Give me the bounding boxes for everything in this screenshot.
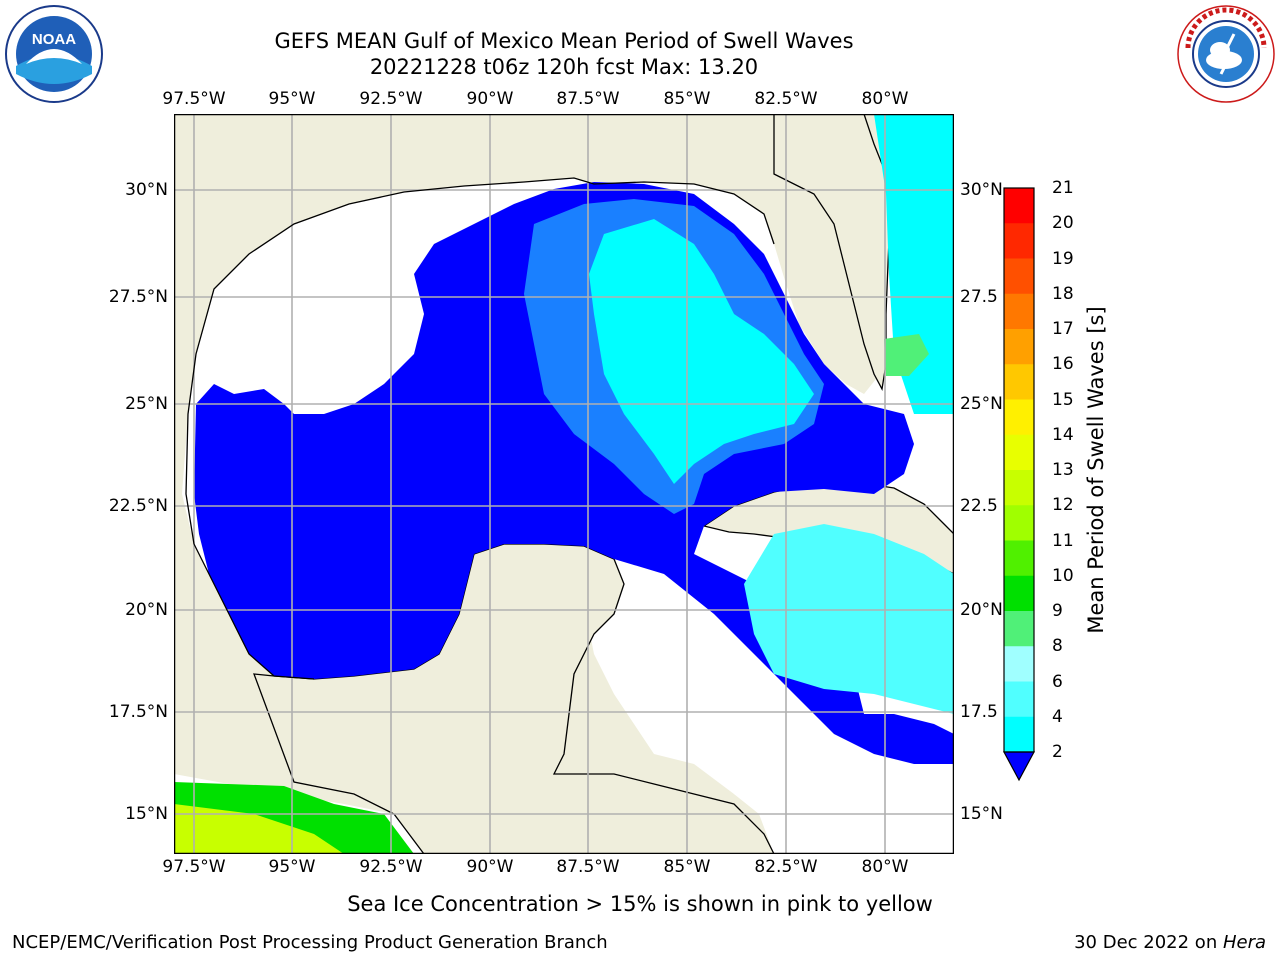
colorbar-tick-label: 6	[1052, 671, 1063, 692]
colorbar-band	[1004, 575, 1034, 612]
lon-label-bottom: 92.5°W	[359, 857, 423, 877]
colorbar-tick-label: 10	[1052, 565, 1074, 586]
lat-label-left: 17.5°N	[108, 702, 168, 722]
lon-label-top: 92.5°W	[359, 89, 423, 109]
lon-label-top: 97.5°W	[162, 89, 226, 109]
lat-label-right: 22.5	[960, 496, 998, 516]
colorbar-band	[1004, 258, 1034, 295]
yucatan-land	[253, 543, 775, 854]
colorbar-tick-label: 9	[1052, 601, 1063, 621]
colorbar-band	[1004, 223, 1034, 259]
colorbar-band	[1004, 611, 1034, 647]
wave-field-green	[884, 334, 929, 376]
noaa-logo-icon: NOAA	[4, 4, 104, 104]
colorbar-band	[1004, 364, 1034, 400]
lon-label-bottom: 97.5°W	[162, 857, 226, 877]
colorbar-tick-label: 12	[1052, 495, 1074, 516]
map-grid	[174, 114, 954, 854]
lon-label-top: 80°W	[861, 89, 909, 109]
footer-right: 30 Dec 2022 on Hera	[1074, 932, 1266, 954]
lat-label-left: 30°N	[125, 180, 168, 200]
colorbar-label: Mean Period of Swell Waves [s]	[1084, 306, 1108, 634]
lon-label-top: 85°W	[663, 89, 711, 109]
footer-date: 30 Dec 2022 on	[1074, 932, 1223, 953]
colorbar-band	[1004, 434, 1034, 471]
lat-label-left: 25°N	[125, 394, 168, 414]
map-panel	[174, 114, 954, 854]
chart-title: GEFS MEAN Gulf of Mexico Mean Period of …	[274, 29, 854, 53]
colorbar-band	[1004, 293, 1034, 330]
colorbar-band	[1004, 646, 1034, 682]
colorbar-extend-arrow	[1002, 751, 1036, 782]
lon-label-bottom: 82.5°W	[754, 857, 818, 877]
colorbar-tick-label: 4	[1052, 706, 1063, 727]
colorbar-tick-label: 17	[1052, 319, 1074, 339]
sea-ice-caption: Sea Ice Concentration > 15% is shown in …	[347, 892, 933, 916]
colorbar-tick-label: 11	[1052, 530, 1074, 551]
colorbar-band	[1004, 329, 1034, 365]
colorbar-tick-label: 16	[1052, 354, 1074, 375]
lon-label-top: 87.5°W	[556, 89, 620, 109]
lat-label-left: 22.5°N	[108, 496, 168, 516]
colorbar-tick-label: 15	[1052, 389, 1074, 410]
colorbar-tick-label: 19	[1052, 248, 1074, 269]
lat-label-right: 15°N	[960, 804, 1003, 824]
colorbar-tick-label: 18	[1052, 283, 1074, 304]
lat-label-right: 20°N	[960, 600, 1003, 620]
colorbar-band	[1004, 540, 1034, 577]
lon-label-bottom: 80°W	[861, 857, 909, 877]
lon-label-top: 95°W	[268, 89, 316, 109]
colorbar-border	[1003, 187, 1035, 753]
lat-label-right: 30°N	[960, 180, 1003, 200]
svg-text:NOAA: NOAA	[32, 31, 76, 48]
wave-field-caribbean	[744, 524, 954, 714]
wave-field-cyan	[589, 219, 814, 484]
colorbar-tick-label: 2	[1052, 742, 1063, 762]
map-border	[174, 114, 954, 854]
colorbar-band	[1004, 505, 1034, 541]
colorbar	[1002, 187, 1036, 782]
chart-subtitle: 20221228 t06z 120h fcst Max: 13.20	[369, 55, 759, 79]
coastline-mexico	[193, 543, 315, 680]
lon-label-bottom: 95°W	[268, 857, 316, 877]
colorbar-tick-label: 14	[1052, 424, 1074, 445]
lat-label-right: 25°N	[960, 394, 1003, 414]
colorbar-tick-label: 20	[1052, 213, 1074, 234]
colorbar-band	[1004, 399, 1034, 436]
lat-label-left: 20°N	[125, 600, 168, 620]
lat-label-left: 27.5°N	[108, 287, 168, 307]
lon-label-top: 90°W	[466, 89, 514, 109]
colorbar-band	[1004, 716, 1034, 753]
wave-field-pacific-yellow	[174, 804, 344, 854]
lon-label-bottom: 85°W	[663, 857, 711, 877]
lat-label-right: 17.5	[960, 702, 998, 722]
lon-label-bottom: 87.5°W	[556, 857, 620, 877]
colorbar-tick-label: 8	[1052, 636, 1063, 657]
lon-label-bottom: 90°W	[466, 857, 514, 877]
lat-label-right: 27.5	[960, 287, 998, 307]
colorbar-band	[1004, 188, 1034, 224]
coastline-gulf	[185, 177, 775, 545]
nws-logo-icon	[1176, 4, 1276, 104]
lat-label-left: 15°N	[125, 804, 168, 824]
lon-label-top: 82.5°W	[754, 89, 818, 109]
colorbar-band	[1004, 470, 1034, 506]
colorbar-band	[1004, 681, 1034, 718]
colorbar-tick-label: 13	[1052, 460, 1074, 480]
footer-machine: Hera	[1222, 932, 1266, 953]
footer-left: NCEP/EMC/Verification Post Processing Pr…	[12, 932, 608, 953]
colorbar-tick-label: 21	[1052, 178, 1074, 198]
